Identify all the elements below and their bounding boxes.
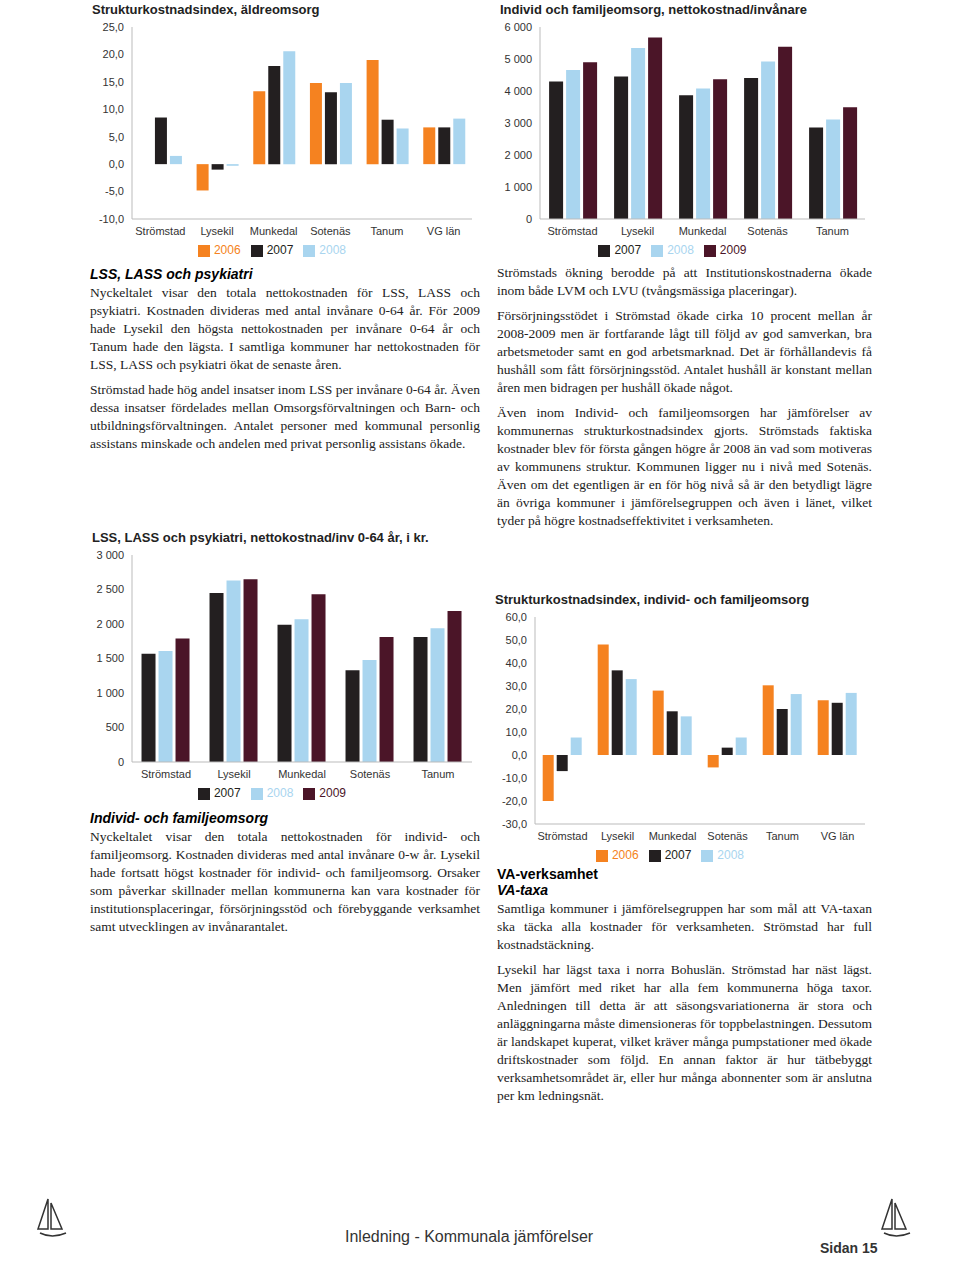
svg-text:Strömstad: Strömstad — [141, 768, 191, 780]
html-text:Strukturkostnadsindex, individ: Strukturkostnadsindex, individ- och fami… — [495, 592, 810, 607]
svg-text:2 500: 2 500 — [96, 583, 124, 595]
html-text:2009: 2009 — [719, 243, 747, 257]
svg-text:Strömstad: Strömstad — [537, 830, 587, 842]
html-text:Individ- och familjeomsorg: Individ- och familjeomsorg — [90, 810, 269, 826]
svg-text:10,0: 10,0 — [506, 726, 527, 738]
html-text:Strukturkostnadsindex, äldreom: Strukturkostnadsindex, äldreomsorg — [92, 2, 320, 17]
svg-text:Lysekil: Lysekil — [601, 830, 634, 842]
html-text:Nyckeltalet visar den totala n: Nyckeltalet visar den totala nettokostna… — [90, 829, 480, 934]
svg-text:-30,0: -30,0 — [502, 818, 527, 830]
svg-text:4 000: 4 000 — [504, 85, 532, 97]
svg-text:-10,0: -10,0 — [502, 772, 527, 784]
svg-text:Sotenäs: Sotenäs — [747, 225, 788, 237]
svg-text:0,0: 0,0 — [512, 749, 527, 761]
svg-text:25,0: 25,0 — [103, 21, 124, 33]
svg-text:15,0: 15,0 — [103, 76, 124, 88]
svg-text:Munkedal: Munkedal — [679, 225, 727, 237]
html-text:2007: 2007 — [614, 243, 642, 257]
svg-text:60,0: 60,0 — [506, 611, 527, 623]
svg-text:Lysekil: Lysekil — [217, 768, 250, 780]
svg-text:0: 0 — [526, 213, 532, 225]
svg-text:10,0: 10,0 — [103, 103, 124, 115]
svg-text:5 000: 5 000 — [504, 53, 532, 65]
svg-text:VG län: VG län — [821, 830, 855, 842]
svg-text:-20,0: -20,0 — [502, 795, 527, 807]
svg-text:Munkedal: Munkedal — [250, 225, 298, 237]
html-text:2008: 2008 — [266, 786, 294, 800]
html-text:2008: 2008 — [667, 243, 694, 257]
svg-text:VG län: VG län — [427, 225, 461, 237]
html-text:2007: 2007 — [213, 786, 241, 800]
svg-text:Sotenäs: Sotenäs — [350, 768, 391, 780]
svg-text:3 000: 3 000 — [96, 549, 124, 561]
html-text:2008: 2008 — [717, 848, 744, 862]
html-text:2007: 2007 — [664, 848, 692, 862]
svg-text:50,0: 50,0 — [506, 634, 527, 646]
svg-text:1 000: 1 000 — [504, 181, 532, 193]
svg-text:5,0: 5,0 — [109, 131, 124, 143]
svg-text:0: 0 — [118, 756, 124, 768]
svg-text:Lysekil: Lysekil — [621, 225, 654, 237]
html-text:2009: 2009 — [319, 786, 346, 800]
svg-text:1 500: 1 500 — [96, 652, 124, 664]
html-text:2006: 2006 — [213, 243, 241, 257]
svg-text:-5,0: -5,0 — [105, 185, 124, 197]
html-text:Individ och familjeomsorg, net: Individ och familjeomsorg, nettokostnad/… — [500, 2, 807, 17]
svg-text:Munkedal: Munkedal — [649, 830, 697, 842]
html-text:LSS, LASS och psykiatri, netto: LSS, LASS och psykiatri, nettokostnad/in… — [92, 530, 429, 545]
svg-text:20,0: 20,0 — [103, 48, 124, 60]
svg-text:2 000: 2 000 — [96, 618, 124, 630]
html-text:2006: 2006 — [611, 848, 639, 862]
svg-text:Munkedal: Munkedal — [278, 768, 326, 780]
svg-text:2 000: 2 000 — [504, 149, 532, 161]
svg-text:3 000: 3 000 — [504, 117, 532, 129]
svg-text:-10,0: -10,0 — [99, 213, 124, 225]
svg-text:Tanum: Tanum — [370, 225, 403, 237]
svg-text:Lysekil: Lysekil — [200, 225, 233, 237]
html-text:Nyckeltalet visar den totala n: Nyckeltalet visar den totala nettokostna… — [90, 285, 480, 372]
svg-text:Tanum: Tanum — [816, 225, 849, 237]
svg-text:Sotenäs: Sotenäs — [707, 830, 748, 842]
html-text:VA-verksamhet: VA-verksamhet — [497, 866, 598, 882]
html-text:VA-taxa: VA-taxa — [497, 882, 549, 898]
html-text:Samtliga kommuner i jämförelse: Samtliga kommuner i jämförelsegruppen ha… — [497, 901, 872, 952]
html-text:LSS, LASS och psykiatri: LSS, LASS och psykiatri — [90, 266, 253, 282]
svg-text:1 000: 1 000 — [96, 687, 124, 699]
svg-text:40,0: 40,0 — [506, 657, 527, 669]
svg-text:Tanum: Tanum — [421, 768, 454, 780]
svg-text:6 000: 6 000 — [504, 21, 532, 33]
svg-text:Tanum: Tanum — [766, 830, 799, 842]
html-text:Lysekil har lägst taxa i norra: Lysekil har lägst taxa i norra Bohuslän.… — [497, 962, 872, 1103]
html-text:2008: 2008 — [319, 243, 346, 257]
svg-text:500: 500 — [106, 721, 124, 733]
html-text:2007: 2007 — [266, 243, 294, 257]
html-text:Strömstads ökning berodde på a: Strömstads ökning berodde på att Institu… — [497, 265, 872, 298]
html-text:Även inom Individ- och familje: Även inom Individ- och familjeomsorgen h… — [497, 405, 872, 528]
html-text:Sidan 15: Sidan 15 — [820, 1240, 878, 1256]
svg-text:0,0: 0,0 — [109, 158, 124, 170]
svg-text:30,0: 30,0 — [506, 680, 527, 692]
html-text:Försörjningsstödet i Strömstad: Försörjningsstödet i Strömstad ökade cir… — [497, 308, 872, 395]
svg-text:Strömstad: Strömstad — [547, 225, 597, 237]
html-text:Inledning - Kommunala jämförel: Inledning - Kommunala jämförelser — [345, 1228, 594, 1245]
svg-text:Strömstad: Strömstad — [135, 225, 185, 237]
svg-text:20,0: 20,0 — [506, 703, 527, 715]
svg-text:Sotenäs: Sotenäs — [310, 225, 351, 237]
html-text:Strömstad hade hög andel insat: Strömstad hade hög andel insatser inom L… — [90, 382, 480, 451]
